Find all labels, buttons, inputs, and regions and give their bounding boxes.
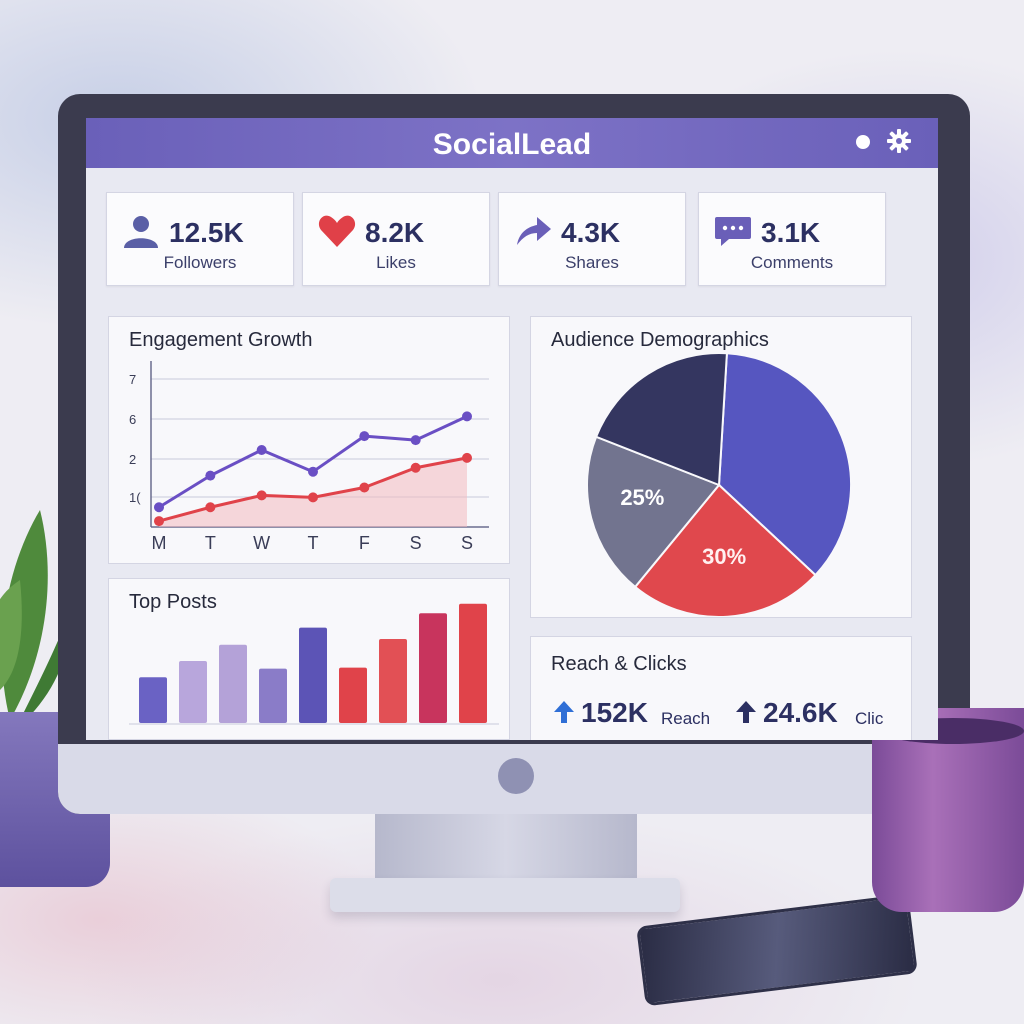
pie-slice	[633, 483, 817, 617]
x-tick-label: S	[410, 533, 422, 553]
x-tick-label: F	[359, 533, 370, 553]
engagement-growth-panel: Engagement Growth 7 6 2 1( M T W T F S S	[108, 316, 510, 564]
engagement-line-chart: 7 6 2 1( M T W T F S S	[129, 361, 489, 553]
user-icon	[124, 216, 158, 248]
x-tick-label: M	[152, 533, 167, 553]
series-point	[308, 492, 318, 503]
post-bar	[299, 627, 327, 723]
monitor-stand	[375, 814, 637, 884]
x-tick-label: W	[253, 533, 270, 553]
shares-value: 4.3K	[561, 217, 621, 248]
comments-label: Comments	[750, 253, 834, 272]
y-tick-label: 6	[129, 412, 136, 427]
x-tick-label: S	[461, 533, 473, 553]
gear-icon[interactable]	[886, 128, 912, 154]
y-tick-label: 2	[129, 452, 136, 467]
comment-icon	[715, 217, 751, 246]
series-point	[154, 502, 164, 513]
shares-label: Shares	[565, 253, 619, 272]
audience-demographics-panel: Audience Demographics 45%30%25%	[530, 316, 912, 618]
engagement-growth-title: Engagement Growth	[129, 329, 313, 351]
post-bar	[459, 603, 487, 723]
power-button[interactable]	[498, 758, 534, 794]
y-tick-label: 1(	[129, 490, 141, 505]
followers-value: 12.5K	[169, 217, 244, 248]
post-bar	[339, 667, 367, 723]
top-bar: SocialLead	[86, 118, 938, 168]
post-bar	[379, 639, 407, 723]
post-bar	[179, 661, 207, 723]
share-arrow-icon	[517, 217, 551, 245]
shares-card[interactable]: 4.3K Shares	[498, 192, 686, 286]
engagement-area	[159, 457, 467, 527]
x-tick-label: T	[205, 533, 216, 553]
series-point	[256, 490, 267, 501]
dashboard-screen: SocialLead 12.5K Followers 8.2K Likes	[86, 118, 938, 740]
top-posts-bar-chart	[129, 603, 499, 725]
series-point	[205, 470, 216, 481]
top-posts-title: Top Posts	[129, 591, 217, 613]
series-point	[154, 516, 164, 527]
top-posts-panel: Top Posts	[108, 578, 510, 740]
series-point	[359, 431, 370, 442]
app-title: SocialLead	[432, 128, 592, 161]
comments-value: 3.1K	[761, 217, 821, 248]
demographics-pie-chart: 45%30%25%	[586, 352, 852, 617]
series-point	[256, 444, 267, 455]
arrow-up-icon	[554, 701, 574, 723]
series-point	[205, 502, 216, 513]
followers-label: Followers	[163, 253, 237, 272]
likes-card[interactable]: 8.2K Likes	[302, 192, 490, 286]
smartphone	[636, 893, 918, 1007]
notification-dot-icon[interactable]	[856, 135, 870, 149]
clicks-value: 24.6K	[763, 697, 838, 728]
monitor-base	[330, 878, 680, 912]
pie-slice	[594, 352, 728, 487]
post-bar	[419, 613, 447, 723]
pie-label: 25%	[620, 485, 664, 510]
series-point	[308, 466, 318, 477]
y-tick-label: 7	[129, 372, 136, 387]
x-tick-label: T	[308, 533, 319, 553]
pie-slice	[586, 435, 721, 589]
comments-card[interactable]: 3.1K Comments	[698, 192, 886, 286]
post-bar	[259, 668, 287, 723]
pie-label: 30%	[702, 544, 746, 569]
post-bar	[219, 644, 247, 723]
post-bar	[139, 677, 167, 723]
series-point	[410, 435, 421, 446]
series-point	[462, 452, 472, 463]
reach-value: 152K	[581, 697, 648, 728]
reach-label: Reach	[661, 709, 711, 728]
pie-slice	[717, 352, 852, 577]
followers-card[interactable]: 12.5K Followers	[106, 192, 294, 286]
reach-clicks-title: Reach & Clicks	[551, 653, 687, 675]
series-point	[462, 411, 472, 422]
series-point	[410, 462, 421, 473]
series-point	[359, 482, 370, 493]
likes-value: 8.2K	[365, 217, 425, 248]
reach-clicks-panel: Reach & Clicks 152K Reach 24.6K Clic	[530, 636, 912, 740]
clicks-label: Clic	[855, 709, 884, 728]
heart-icon	[318, 215, 356, 247]
arrow-up-icon	[736, 701, 756, 723]
monitor-chin	[58, 744, 970, 814]
audience-demographics-title: Audience Demographics	[551, 329, 769, 351]
likes-label: Likes	[376, 253, 416, 272]
